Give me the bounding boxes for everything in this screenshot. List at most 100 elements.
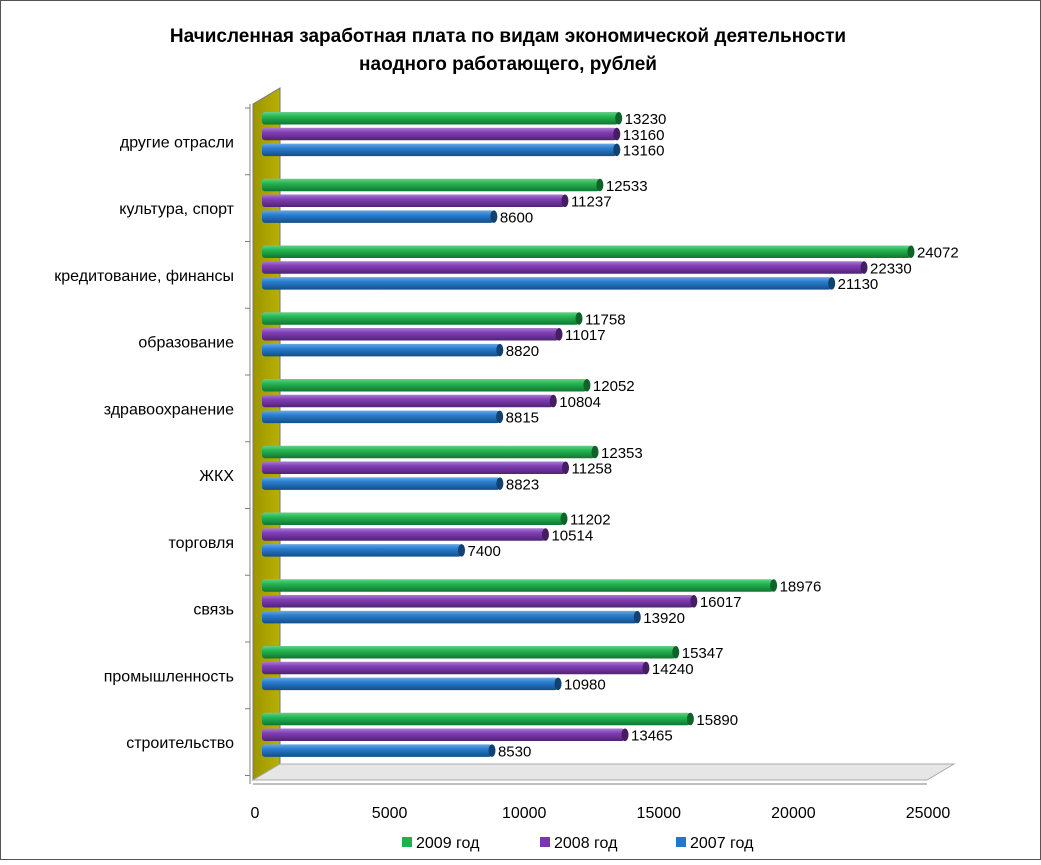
bar-cap (560, 512, 568, 525)
legend-swatch (540, 837, 550, 847)
bar-cap (555, 328, 563, 341)
bar-образование-2007-год (262, 343, 504, 357)
category-label-культура-спорт: культура, спорт (119, 201, 234, 218)
bar-другие-отрасли-2008-год (262, 127, 621, 141)
data-label: 12052 (593, 378, 635, 395)
bar-body (262, 261, 865, 274)
bar-body (262, 343, 500, 357)
x-tick-label: 5000 (372, 805, 408, 822)
data-label: 11758 (585, 311, 626, 328)
category-label-образование: образование (138, 335, 234, 352)
bar-cap (770, 579, 778, 592)
bar-cap (686, 712, 694, 726)
bar-другие-отрасли-2009-год (262, 112, 623, 125)
data-label: 7400 (468, 543, 501, 560)
chart-axes: строительство промышленность связь торговля… (54, 104, 950, 822)
bar-здравоохранение-2009-год (262, 379, 591, 392)
bar-body (262, 328, 560, 341)
bar-культура-спорт-2008-год (262, 194, 569, 208)
data-label: 8530 (498, 743, 531, 760)
bar-cap (633, 610, 641, 624)
bar-кредитование-финансы-2008-год (262, 261, 868, 274)
bar-body (262, 528, 546, 541)
bar-cap (549, 394, 557, 408)
bar-cap (828, 277, 836, 290)
category-label-торговля: торговля (169, 535, 234, 552)
chart-title-line-1: Начисленная заработная плата по видам эк… (170, 26, 846, 47)
bar-cap (496, 410, 504, 424)
bar-body (262, 661, 646, 675)
data-label: 13465 (631, 728, 673, 745)
bar-cap (672, 646, 680, 659)
bar-образование-2009-год (262, 312, 583, 325)
data-label: 10514 (551, 527, 593, 544)
bar-cap (458, 544, 466, 557)
chart-back-wall (252, 87, 281, 781)
legend-label: 2008 год (554, 835, 618, 852)
bar-жкх-2007-год (262, 477, 504, 490)
bar-body (262, 178, 600, 192)
bar-культура-спорт-2007-год (262, 210, 498, 223)
bar-cap (562, 461, 570, 475)
category-label-строительство: строительство (126, 735, 234, 752)
bar-body (262, 277, 832, 290)
bar-body (262, 595, 694, 608)
data-label: 13920 (643, 610, 685, 627)
frame-left-border (0, 0, 1, 860)
x-tick-label: 20000 (771, 805, 816, 822)
bar-здравоохранение-2007-год (262, 410, 504, 424)
bar-здравоохранение-2008-год (262, 394, 557, 408)
bar-body (262, 512, 565, 525)
bar-промышленность-2009-год (262, 646, 680, 659)
x-tick-label: 25000 (906, 805, 951, 822)
data-label: 18976 (780, 578, 822, 595)
x-tick-label: 15000 (637, 805, 682, 822)
legend-item-2009-год: 2009 год (402, 835, 480, 852)
data-label: 11017 (565, 327, 606, 344)
bar-культура-спорт-2009-год (262, 178, 604, 192)
bar-body (262, 712, 691, 726)
chart-floor (251, 763, 956, 781)
data-label: 15347 (682, 645, 724, 662)
bar-cap (690, 595, 698, 608)
bar-body (262, 394, 554, 408)
bar-строительство-2008-год (262, 728, 629, 742)
bar-cap (583, 379, 591, 392)
bar-body (262, 112, 619, 125)
bar-cap (575, 312, 583, 325)
bar-cap (490, 210, 498, 223)
data-label: 10980 (564, 677, 606, 694)
legend-item-2008-год: 2008 год (540, 835, 618, 852)
bar-cap (561, 194, 569, 208)
data-label: 11237 (571, 194, 612, 211)
bar-body (262, 744, 492, 757)
data-label: 22330 (870, 260, 912, 277)
bar-body (262, 210, 494, 223)
bar-промышленность-2007-год (262, 677, 562, 691)
chart-legend: 2009 год 2008 год 2007 год (402, 835, 754, 852)
data-label: 13160 (623, 127, 665, 144)
bar-cap (488, 744, 496, 757)
data-label: 21130 (838, 276, 879, 293)
bar-связь-2008-год (262, 595, 698, 608)
bar-body (262, 728, 626, 742)
bar-body (262, 677, 559, 691)
bar-торговля-2009-год (262, 512, 568, 525)
bar-body (262, 312, 579, 325)
bar-cap (596, 178, 604, 192)
bar-cap (621, 728, 629, 742)
bar-cap (554, 677, 562, 691)
bar-жкх-2008-год (262, 461, 570, 475)
x-tick-label: 0 (251, 805, 260, 822)
bar-body (262, 461, 566, 475)
data-label: 15890 (696, 712, 738, 729)
bar-связь-2009-год (262, 579, 778, 592)
data-label: 11258 (572, 461, 613, 478)
data-label: 10804 (559, 394, 601, 411)
chart-bars (262, 112, 915, 757)
bar-body (262, 610, 638, 624)
bar-body (262, 194, 565, 208)
category-label-промышленность: промышленность (104, 668, 234, 685)
